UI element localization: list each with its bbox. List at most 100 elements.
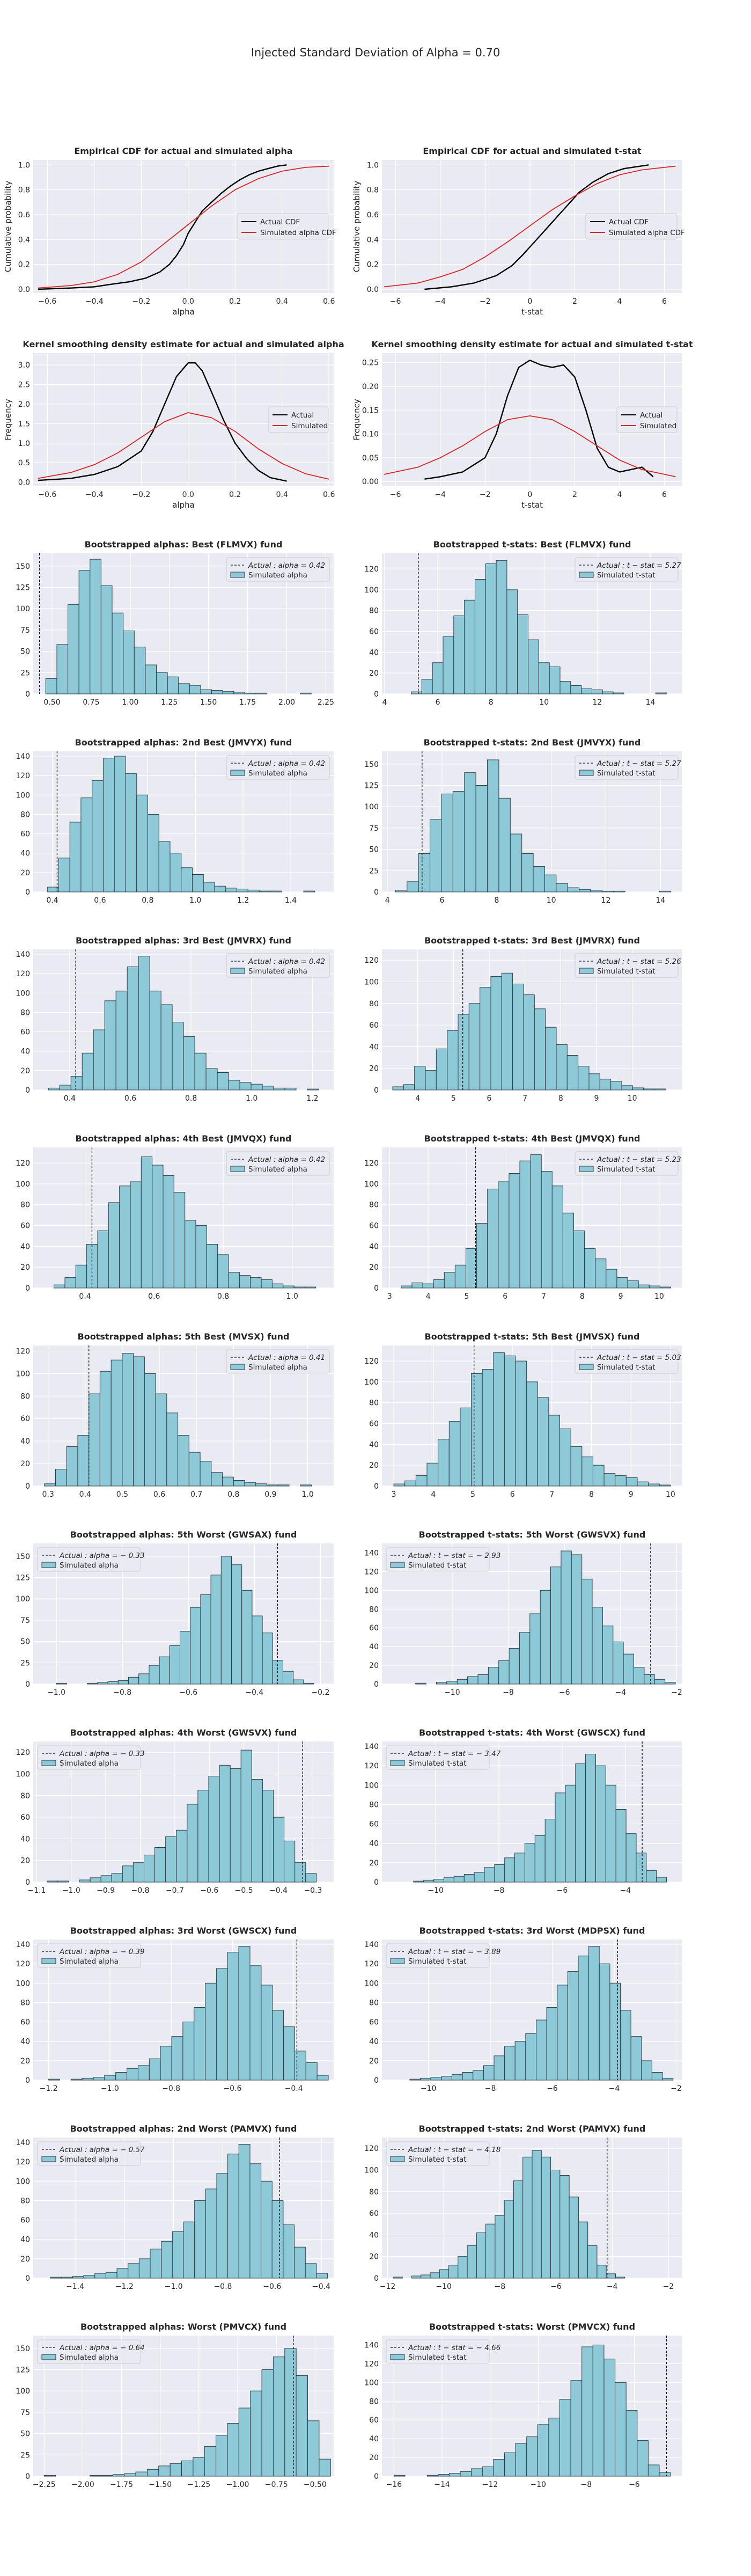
histogram-bar — [176, 1829, 188, 1883]
x-tick-label: 0.7 — [190, 1490, 202, 1499]
histogram-bar — [166, 1413, 179, 1487]
chart-panel-19: 0 20 40 60 80 100 120 140 −1.2 −1.0 −0.8 −0.6 −0.4 Bo… — [16, 1926, 334, 2093]
histogram-bars — [393, 1352, 671, 1487]
histogram-bar — [134, 647, 146, 694]
histogram-bar — [138, 2258, 151, 2279]
histogram-bar — [89, 1393, 100, 1487]
histogram-bar — [529, 1613, 541, 1685]
histogram-bar — [219, 1765, 231, 1883]
histogram-bar — [637, 1481, 649, 1487]
x-tick-label: −0.4 — [285, 2084, 303, 2093]
histogram-bar — [651, 2072, 663, 2081]
y-tick-label: 100 — [364, 1979, 379, 1988]
histogram-bar — [159, 1656, 170, 1685]
histogram-bar — [90, 1877, 101, 1883]
histogram-bar — [293, 1679, 304, 1685]
histogram-bar — [578, 1956, 590, 2081]
y-tick-label: 120 — [364, 1960, 379, 1968]
series-line-1 — [38, 362, 287, 482]
histogram-bar — [441, 2076, 452, 2081]
histogram-bar — [149, 1665, 160, 1685]
histogram-bar — [573, 1230, 585, 1289]
x-tick-label: −0.75 — [265, 2480, 288, 2489]
histogram-bar — [393, 1483, 406, 1487]
chart-title: Bootstrapped alphas: Best (FLMVX) fund — [85, 539, 283, 550]
y-tick-label: 75 — [20, 626, 30, 635]
x-tick-label: 1.0 — [286, 1292, 298, 1301]
legend-label: Simulated t-stat — [408, 1561, 467, 1570]
histogram-bar — [78, 570, 91, 694]
y-tick-label: 25 — [20, 2451, 30, 2460]
histogram-bar — [156, 672, 168, 694]
histogram-bar — [211, 690, 223, 694]
y-tick-label: 40 — [369, 2038, 379, 2046]
histogram-bar — [222, 691, 234, 694]
histogram-bar — [523, 994, 535, 1091]
histogram-bar — [75, 1264, 87, 1289]
x-tick-label: 10 — [666, 1490, 675, 1499]
y-tick-label: 0 — [374, 1284, 379, 1293]
histogram-bar — [512, 984, 524, 1091]
histogram-bar — [216, 1968, 228, 2081]
histogram-bar — [161, 2241, 173, 2279]
histogram-bar — [453, 615, 465, 694]
histogram-bar — [172, 2231, 184, 2279]
histogram-bar — [79, 1879, 91, 1883]
x-tick-label: −0.6 — [200, 1886, 218, 1895]
histogram-bar — [244, 1482, 256, 1487]
y-tick-label: 75 — [369, 824, 379, 833]
histogram-bar — [395, 890, 408, 892]
y-tick-label: 0.15 — [362, 406, 379, 415]
histogram-bar — [208, 1776, 220, 1883]
histogram-bar — [494, 1864, 505, 1883]
histogram-bar — [283, 1671, 294, 1685]
x-tick-label: −6 — [390, 297, 401, 306]
histogram-bar — [200, 689, 212, 694]
histogram-bar — [463, 1874, 475, 1883]
histogram-bar — [662, 2077, 674, 2081]
x-tick-label: −0.6 — [38, 297, 56, 306]
histogram-bar — [270, 890, 282, 892]
y-tick-label: 0 — [25, 2274, 30, 2283]
histogram-bar — [546, 2007, 558, 2081]
x-tick-label: 0.2 — [229, 491, 241, 499]
x-tick-label: 5 — [451, 1094, 456, 1103]
histogram-bar — [48, 1087, 60, 1091]
histogram-bar — [66, 1446, 78, 1487]
histogram-bar — [112, 2474, 125, 2477]
histogram-bar — [238, 2407, 251, 2477]
histogram-bar — [654, 1679, 666, 1685]
histogram-bar — [262, 1633, 273, 1685]
x-tick-label: 8 — [580, 1292, 585, 1301]
histogram-bar — [116, 2268, 129, 2279]
histogram-bar — [252, 1615, 263, 1685]
y-tick-label: 40 — [369, 2231, 379, 2240]
histogram-bar — [637, 2440, 649, 2477]
y-tick-label: 100 — [16, 1770, 30, 1779]
histogram-bar — [467, 2245, 477, 2279]
histogram-bar — [444, 1877, 454, 1883]
histogram-bar — [93, 1029, 105, 1091]
x-tick-label: −10 — [444, 1688, 460, 1697]
histogram-bars — [45, 559, 312, 694]
histogram-bar — [430, 819, 442, 892]
histogram-bar — [566, 1055, 579, 1091]
histogram-bar — [634, 1667, 645, 1685]
y-tick-label: 100 — [16, 1979, 30, 1988]
x-tick-label: −14 — [434, 2480, 450, 2489]
histogram-bar — [609, 1982, 621, 2081]
chart-title: Bootstrapped t-stats: Worst (PMVCX) fund — [429, 2322, 635, 2332]
histogram-bar — [433, 1879, 445, 1883]
histogram-bar — [203, 882, 215, 892]
x-tick-label: 0.4 — [79, 1292, 91, 1301]
histogram-bar — [82, 1052, 94, 1091]
histogram-bar — [99, 1371, 112, 1487]
chart-title: Bootstrapped t-stats: 2nd Best (JMVYX) f… — [424, 737, 641, 748]
legend-label: Actual : alpha = − 0.33 — [59, 1750, 145, 1758]
histogram-bar — [587, 2245, 598, 2279]
histogram-bar — [454, 1264, 466, 1289]
y-tick-label: 40 — [20, 1437, 30, 1446]
legend-label: Actual : t − stat = − 2.93 — [408, 1552, 500, 1560]
y-tick-label: 60 — [20, 1222, 30, 1231]
